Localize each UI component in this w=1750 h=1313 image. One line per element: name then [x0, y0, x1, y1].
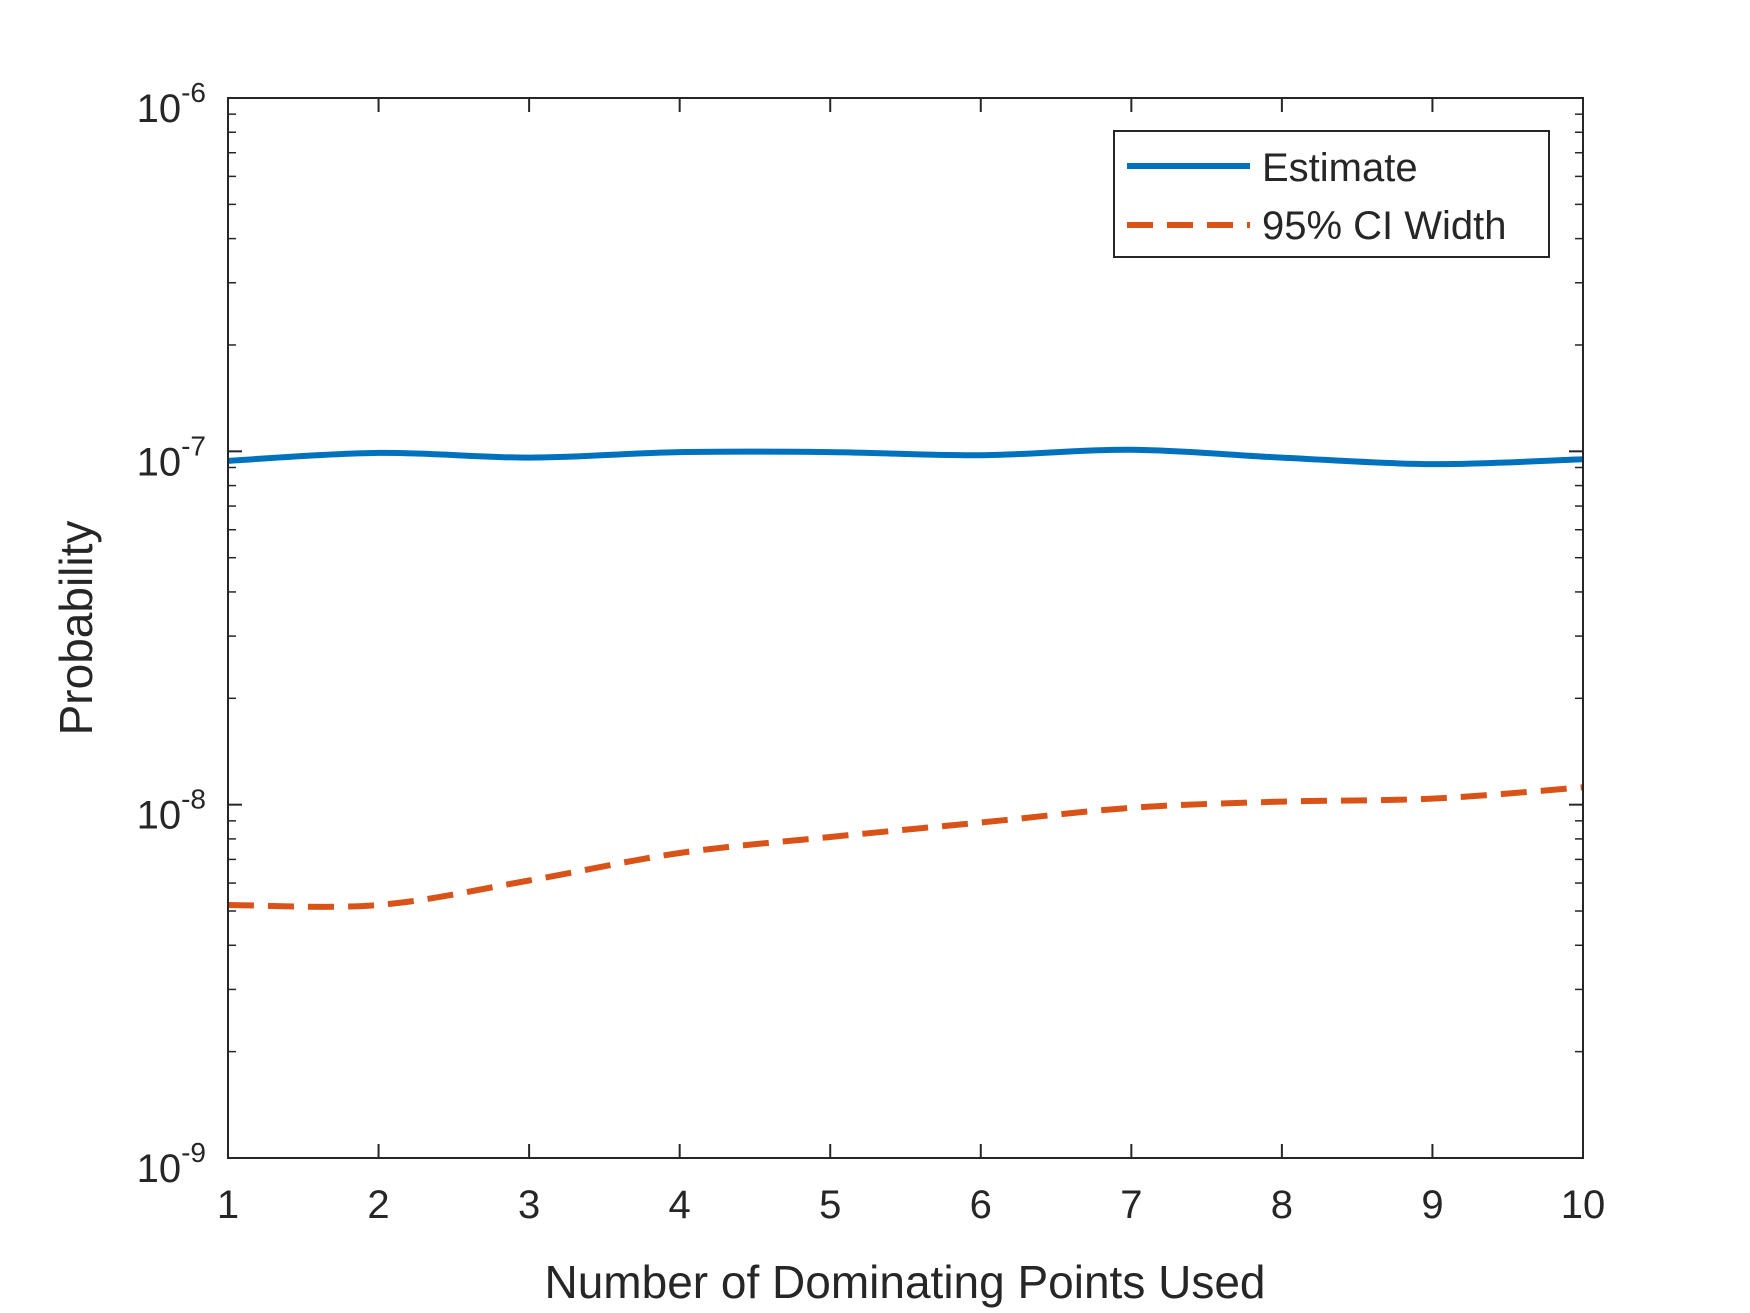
x-axis-title: Number of Dominating Points Used — [545, 1256, 1266, 1308]
x-tick-labels: 1 2 3 4 5 6 7 8 9 10 — [217, 1183, 1605, 1227]
y-tick-label: 10-6 — [137, 77, 206, 131]
x-tick-label: 3 — [518, 1183, 540, 1227]
y-tick-labels: 10-9 10-8 10-7 10-6 — [137, 77, 206, 1191]
legend-label-estimate: Estimate — [1262, 146, 1418, 190]
legend-label-ci-width: 95% CI Width — [1262, 204, 1507, 248]
legend-box — [1113, 130, 1550, 258]
legend: Estimate 95% CI Width — [1113, 130, 1550, 258]
x-tick-label: 5 — [819, 1183, 841, 1227]
x-tick-label: 4 — [669, 1183, 691, 1227]
series-line-95-ci-width — [227, 784, 1584, 910]
series-layer — [227, 446, 1584, 910]
y-tick-label: 10-7 — [137, 430, 206, 484]
x-tick-label: 7 — [1120, 1183, 1142, 1227]
x-tick-label: 9 — [1421, 1183, 1443, 1227]
x-tick-label: 2 — [367, 1183, 389, 1227]
axes-box — [227, 97, 1584, 1159]
x-tick-label: 1 — [217, 1183, 239, 1227]
x-tick-label: 10 — [1561, 1183, 1606, 1227]
x-tick-label: 8 — [1271, 1183, 1293, 1227]
y-tick-label: 10-9 — [137, 1137, 206, 1191]
series-line-estimate — [227, 446, 1584, 468]
y-tick-label: 10-8 — [137, 784, 206, 838]
plot-area — [228, 98, 1583, 1158]
x-tick-label: 6 — [970, 1183, 992, 1227]
y-minor-ticks — [228, 113, 1583, 1053]
y-axis-title: Probability — [50, 521, 102, 736]
